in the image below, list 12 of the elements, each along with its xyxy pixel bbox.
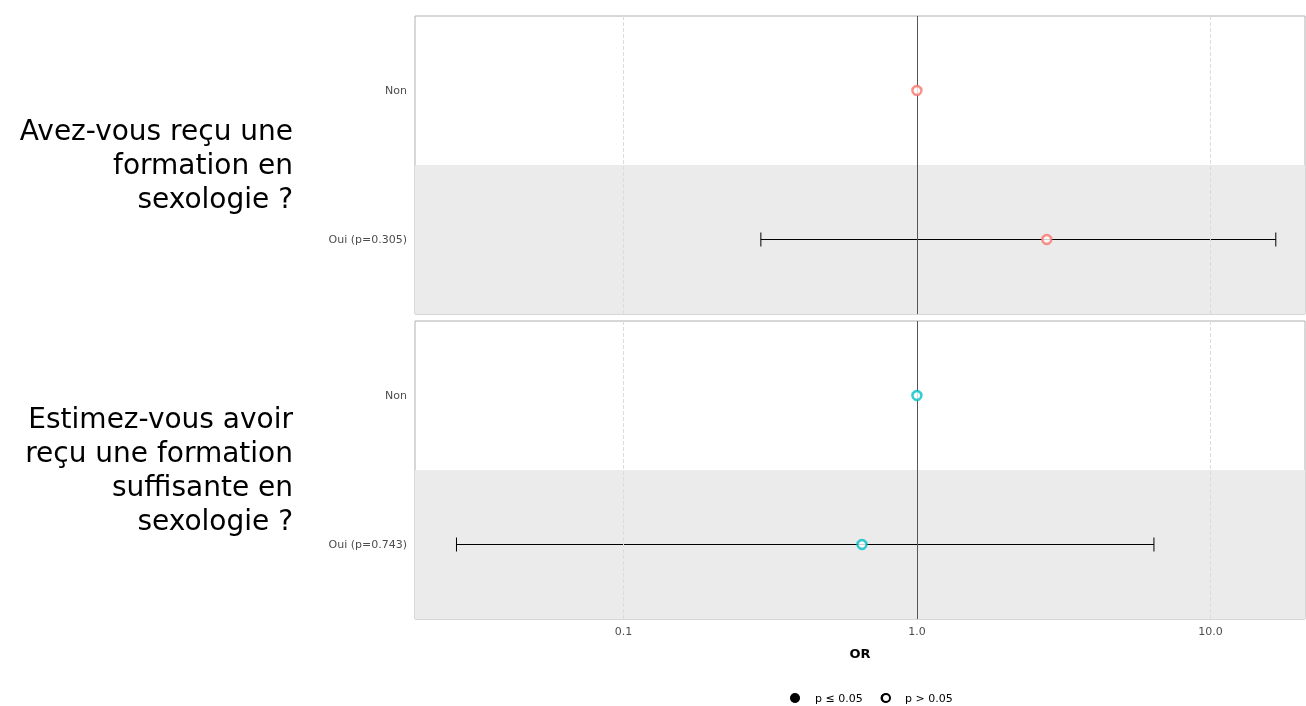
x-tick-label: 1.0 [908,624,926,638]
y-tick-label: Non [385,389,408,402]
x-tick-label: 10.0 [1198,624,1223,638]
text: p > 0.05 [905,691,953,705]
x-tick-label: 0.1 [614,624,633,638]
text: p ≤ 0.05 [815,691,863,705]
x-axis-title: OR [849,646,871,661]
text: Estimez-vous avoir reçu une formation suffisante en sexologie ? [24,402,293,538]
y-tick-label: Oui (p=0.305) [328,233,407,246]
y-tick-label: Non [385,84,408,97]
y-tick-label: Oui (p=0.743) [328,538,407,551]
text: Avez-vous reçu une formation en sexologie ? [18,114,293,216]
